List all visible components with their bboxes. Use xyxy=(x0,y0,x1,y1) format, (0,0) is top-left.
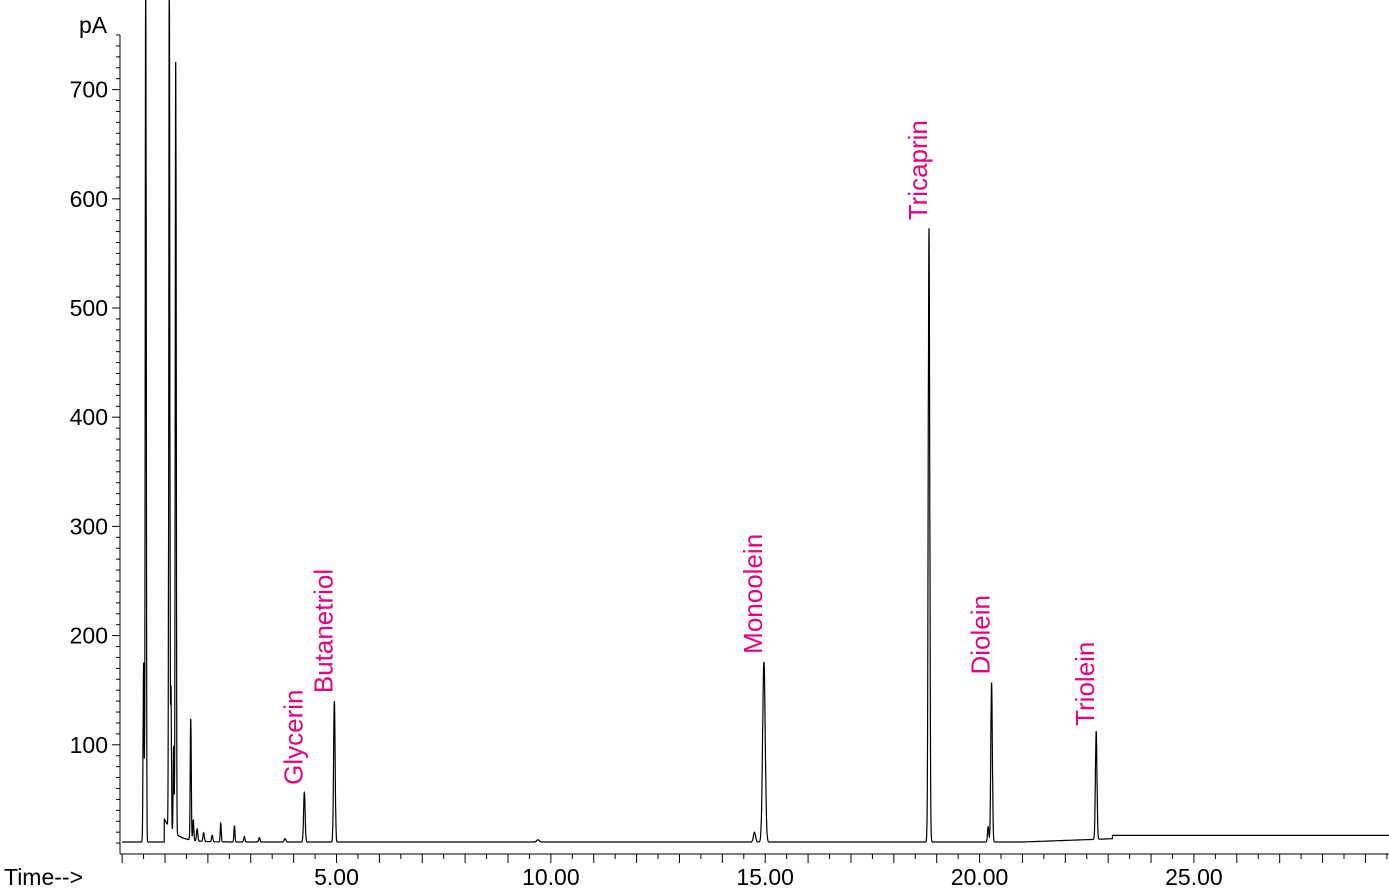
peak-label-butanetriol: Butanetriol xyxy=(308,569,338,693)
y-axis-label: pA xyxy=(79,12,108,38)
y-tick-label: 100 xyxy=(70,732,108,758)
plot-area: 100 200 300 400 500 600 700 5.00 10.00 15.00 20.00… xyxy=(70,0,1389,889)
y-tick-label: 600 xyxy=(70,186,108,212)
y-tick-label: 200 xyxy=(70,623,108,649)
x-tick-label: 15.00 xyxy=(736,864,794,889)
signal-trace xyxy=(122,0,1389,843)
peak-label-triolein: Triolein xyxy=(1070,642,1100,726)
x-tick-label: 10.00 xyxy=(522,864,580,889)
x-tick-label: 5.00 xyxy=(314,864,359,889)
peak-label-glycerin: Glycerin xyxy=(278,689,308,784)
peak-label-diolein: Diolein xyxy=(966,595,996,675)
x-axis-label: Time--> xyxy=(4,864,83,889)
y-tick-label: 400 xyxy=(70,404,108,430)
y-tick-label: 300 xyxy=(70,513,108,539)
peak-label-tricaprin: Tricaprin xyxy=(903,120,933,220)
peak-label-monoolein: Monoolein xyxy=(738,534,768,654)
x-tick-label: 25.00 xyxy=(1165,864,1223,889)
y-tick-label: 700 xyxy=(70,77,108,103)
y-tick-label: 500 xyxy=(70,295,108,321)
x-tick-label: 20.00 xyxy=(951,864,1009,889)
